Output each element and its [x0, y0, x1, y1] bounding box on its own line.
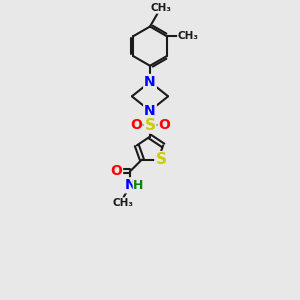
Text: H: H: [133, 179, 144, 192]
Text: S: S: [145, 118, 155, 133]
Text: CH₃: CH₃: [112, 198, 134, 208]
Text: CH₃: CH₃: [150, 3, 171, 13]
Text: CH₃: CH₃: [178, 31, 199, 41]
Text: N: N: [144, 104, 156, 118]
Text: O: O: [130, 118, 142, 132]
Text: N: N: [144, 75, 156, 89]
Text: N: N: [124, 178, 136, 192]
Text: S: S: [155, 152, 167, 167]
Text: O: O: [110, 164, 122, 178]
Text: O: O: [158, 118, 170, 132]
